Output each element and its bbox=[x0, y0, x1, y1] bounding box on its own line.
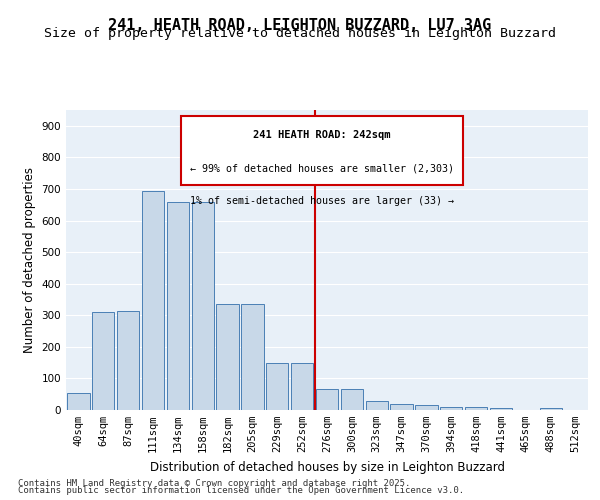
Bar bbox=[191, 202, 214, 410]
Bar bbox=[490, 408, 512, 410]
Bar bbox=[117, 310, 139, 410]
Bar bbox=[365, 400, 388, 410]
X-axis label: Distribution of detached houses by size in Leighton Buzzard: Distribution of detached houses by size … bbox=[149, 460, 505, 473]
Text: Contains HM Land Registry data © Crown copyright and database right 2025.: Contains HM Land Registry data © Crown c… bbox=[18, 478, 410, 488]
Text: ← 99% of detached houses are smaller (2,303): ← 99% of detached houses are smaller (2,… bbox=[190, 164, 454, 173]
Text: 241 HEATH ROAD: 242sqm: 241 HEATH ROAD: 242sqm bbox=[253, 130, 391, 140]
Bar bbox=[241, 304, 263, 410]
Bar bbox=[415, 406, 437, 410]
Bar bbox=[167, 202, 189, 410]
Bar bbox=[291, 362, 313, 410]
Text: Size of property relative to detached houses in Leighton Buzzard: Size of property relative to detached ho… bbox=[44, 28, 556, 40]
Bar bbox=[142, 190, 164, 410]
Bar bbox=[391, 404, 413, 410]
Bar bbox=[217, 304, 239, 410]
Text: 1% of semi-detached houses are larger (33) →: 1% of semi-detached houses are larger (3… bbox=[190, 196, 454, 206]
Bar bbox=[341, 390, 363, 410]
Bar bbox=[465, 407, 487, 410]
Bar bbox=[316, 390, 338, 410]
Bar bbox=[440, 407, 463, 410]
Bar bbox=[92, 312, 115, 410]
Text: 241, HEATH ROAD, LEIGHTON BUZZARD, LU7 3AG: 241, HEATH ROAD, LEIGHTON BUZZARD, LU7 3… bbox=[109, 18, 491, 32]
Bar bbox=[539, 408, 562, 410]
Bar bbox=[67, 392, 89, 410]
FancyBboxPatch shape bbox=[181, 116, 463, 185]
Text: Contains public sector information licensed under the Open Government Licence v3: Contains public sector information licen… bbox=[18, 486, 464, 495]
Bar bbox=[266, 362, 289, 410]
Y-axis label: Number of detached properties: Number of detached properties bbox=[23, 167, 36, 353]
